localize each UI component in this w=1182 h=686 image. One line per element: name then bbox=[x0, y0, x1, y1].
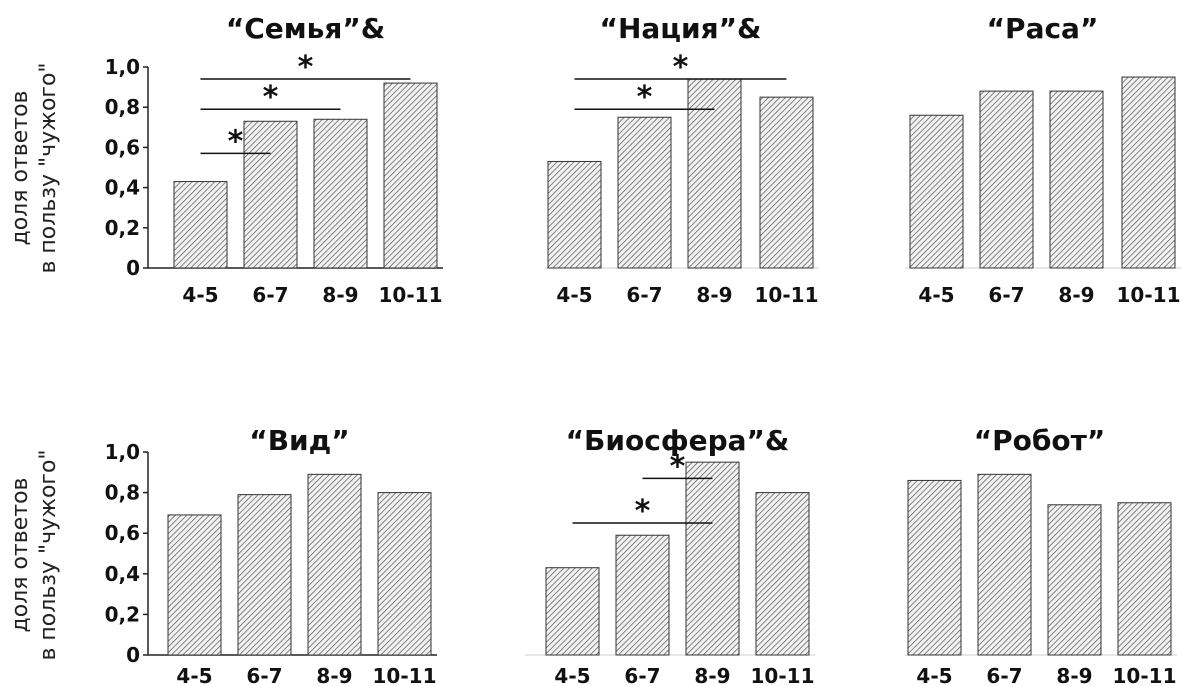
bar-4-5 bbox=[907, 479, 962, 656]
bar-10-11 bbox=[383, 82, 438, 269]
bar-6-7 bbox=[979, 90, 1034, 269]
x-category-label: 10-11 bbox=[373, 664, 437, 686]
y-tick-label: 0,2 bbox=[105, 216, 140, 240]
chart-title: “Вид” bbox=[249, 424, 349, 457]
bar-6-7 bbox=[237, 494, 292, 656]
bar-4-5 bbox=[909, 114, 964, 269]
bar-10-11 bbox=[755, 492, 810, 656]
significance-marker: * bbox=[637, 80, 653, 115]
bar-10-11 bbox=[1121, 76, 1176, 269]
significance-marker: * bbox=[670, 449, 686, 484]
x-category-label: 6-7 bbox=[626, 283, 662, 307]
x-category-label: 4-5 bbox=[182, 283, 218, 307]
y-tick-label: 0,2 bbox=[105, 602, 140, 626]
bar-4-5 bbox=[545, 567, 600, 656]
chart-panel-2: “Нация”& 4-5 6-7 8-9 10-11 * * bbox=[545, 12, 819, 307]
x-category-label: 10-11 bbox=[1113, 664, 1177, 686]
bar-4-5 bbox=[547, 160, 602, 269]
y-tick-label: 0,4 bbox=[105, 176, 140, 200]
significance-marker: * bbox=[298, 50, 314, 85]
bar-6-7 bbox=[615, 534, 670, 656]
chart-title: “Раса” bbox=[987, 12, 1099, 45]
bar-8-9 bbox=[685, 461, 740, 656]
y-tick-label: 0,8 bbox=[105, 481, 140, 505]
x-category-label: 10-11 bbox=[751, 664, 815, 686]
y-axis-label-top-line1: доля ответов bbox=[8, 91, 33, 246]
chart-title: “Биосфера”& bbox=[566, 424, 790, 457]
x-category-label: 8-9 bbox=[322, 283, 358, 307]
x-category-label: 8-9 bbox=[1058, 283, 1094, 307]
bar-8-9 bbox=[1049, 90, 1104, 269]
y-tick-label: 0,6 bbox=[105, 521, 140, 545]
y-tick-label: 0,8 bbox=[105, 95, 140, 119]
x-category-label: 4-5 bbox=[176, 664, 212, 686]
x-category-label: 8-9 bbox=[696, 283, 732, 307]
chart-title: “Робот” bbox=[974, 424, 1106, 457]
y-tick-label: 1,0 bbox=[105, 55, 140, 79]
bar-8-9 bbox=[313, 118, 368, 269]
bar-10-11 bbox=[759, 96, 814, 269]
chart-panel-3: “Раса” 4-5 6-7 8-9 10-11 bbox=[905, 12, 1181, 307]
x-category-label: 10-11 bbox=[1117, 283, 1181, 307]
y-tick-label: 1,0 bbox=[105, 440, 140, 464]
chart-panel-1: “Семья”& 0 0,2 0,4 0,6 0,8 1,0 4-5 6-7 8-9 10-11 * *… bbox=[105, 12, 443, 307]
x-category-label: 10-11 bbox=[755, 283, 819, 307]
bar-6-7 bbox=[243, 120, 298, 269]
x-category-label: 4-5 bbox=[916, 664, 952, 686]
x-category-label: 6-7 bbox=[246, 664, 282, 686]
x-category-label: 4-5 bbox=[554, 664, 590, 686]
x-category-label: 8-9 bbox=[694, 664, 730, 686]
bar-10-11 bbox=[1117, 502, 1172, 656]
x-category-label: 6-7 bbox=[988, 283, 1024, 307]
y-tick-label: 0,6 bbox=[105, 135, 140, 159]
chart-panel-6: “Робот” 4-5 6-7 8-9 10-11 bbox=[905, 424, 1177, 686]
y-tick-label: 0 bbox=[126, 643, 140, 667]
bar-6-7 bbox=[617, 116, 672, 269]
chart-title: “Семья”& bbox=[226, 12, 385, 45]
y-axis-label-bottom-line1: доля ответов bbox=[8, 478, 33, 633]
bar-10-11 bbox=[377, 492, 432, 656]
chart-panel-4: “Вид” 0 0,2 0,4 0,6 0,8 1,0 4-5 6-7 8-9 10-11 bbox=[105, 424, 437, 686]
x-category-label: 8-9 bbox=[316, 664, 352, 686]
bar-8-9 bbox=[1047, 504, 1102, 656]
x-category-label: 6-7 bbox=[986, 664, 1022, 686]
bar-8-9 bbox=[307, 473, 362, 656]
chart-panel-5: “Биосфера”& 4-5 6-7 8-9 10-11 * * bbox=[525, 424, 815, 686]
bar-4-5 bbox=[167, 514, 222, 656]
chart-panels: “Семья”& 0 0,2 0,4 0,6 0,8 1,0 4-5 6-7 8-9 10-11 * *… bbox=[105, 12, 1181, 686]
y-axis-label-bottom-line2: в пользу "чужого" bbox=[36, 449, 61, 660]
significance-marker: * bbox=[263, 80, 279, 115]
y-tick-label: 0,4 bbox=[105, 562, 140, 586]
x-category-label: 8-9 bbox=[1056, 664, 1092, 686]
y-axis-label-top-line2: в пользу "чужого" bbox=[36, 62, 61, 273]
chart-title: “Нация”& bbox=[600, 12, 762, 45]
x-category-label: 4-5 bbox=[918, 283, 954, 307]
x-category-label: 4-5 bbox=[556, 283, 592, 307]
bar-6-7 bbox=[977, 473, 1032, 656]
x-category-label: 6-7 bbox=[252, 283, 288, 307]
x-category-label: 10-11 bbox=[379, 283, 443, 307]
significance-marker: * bbox=[228, 124, 244, 159]
bar-4-5 bbox=[173, 181, 228, 269]
y-tick-label: 0 bbox=[126, 256, 140, 280]
bar-8-9 bbox=[687, 78, 742, 269]
significance-marker: * bbox=[673, 50, 689, 85]
significance-marker: * bbox=[635, 494, 651, 529]
x-category-label: 6-7 bbox=[624, 664, 660, 686]
